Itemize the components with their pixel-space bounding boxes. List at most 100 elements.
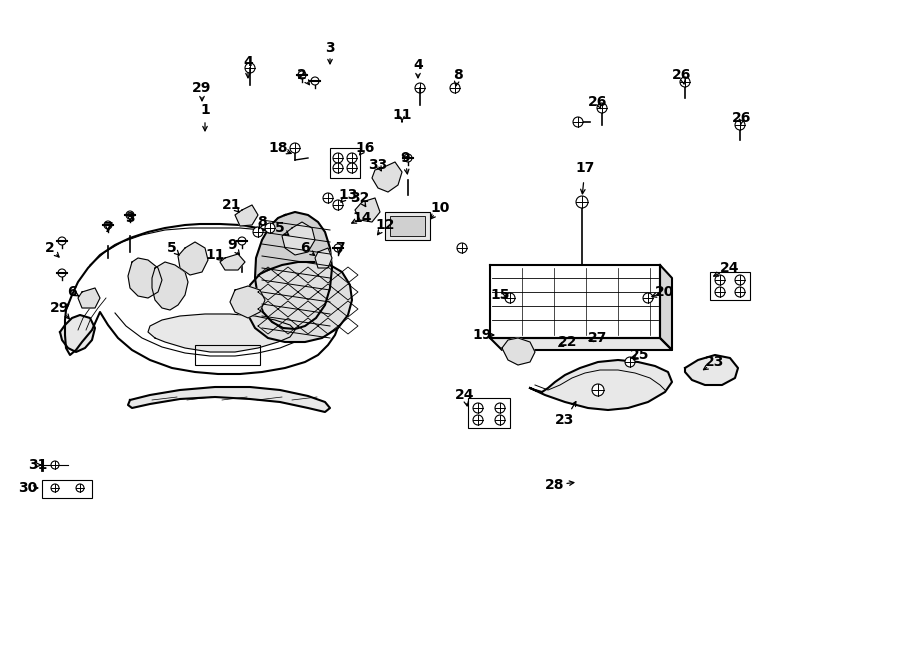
Circle shape xyxy=(505,293,515,303)
Polygon shape xyxy=(355,198,380,222)
Text: 26: 26 xyxy=(672,68,692,82)
Polygon shape xyxy=(246,262,352,342)
Circle shape xyxy=(290,143,300,153)
Circle shape xyxy=(735,120,745,130)
Text: 8: 8 xyxy=(257,215,267,229)
Circle shape xyxy=(715,275,725,285)
Text: 29: 29 xyxy=(193,81,212,95)
Polygon shape xyxy=(235,205,258,226)
Text: 4: 4 xyxy=(413,58,423,72)
Polygon shape xyxy=(78,288,100,308)
Circle shape xyxy=(680,77,690,87)
Text: 8: 8 xyxy=(453,68,463,82)
Circle shape xyxy=(333,153,343,163)
Circle shape xyxy=(457,243,467,253)
Circle shape xyxy=(473,415,483,425)
Text: 33: 33 xyxy=(368,158,388,172)
Polygon shape xyxy=(65,224,342,374)
Circle shape xyxy=(715,287,725,297)
Polygon shape xyxy=(530,360,672,410)
Text: 18: 18 xyxy=(268,141,288,155)
Text: 3: 3 xyxy=(125,211,135,225)
Polygon shape xyxy=(148,314,295,352)
Circle shape xyxy=(333,200,343,210)
Polygon shape xyxy=(128,387,330,412)
Polygon shape xyxy=(490,265,660,338)
Text: 25: 25 xyxy=(630,348,650,362)
Polygon shape xyxy=(282,222,315,255)
Polygon shape xyxy=(220,254,245,270)
Text: 26: 26 xyxy=(733,111,751,125)
Circle shape xyxy=(76,484,84,492)
Polygon shape xyxy=(490,338,672,350)
Circle shape xyxy=(238,237,246,245)
Circle shape xyxy=(245,63,255,73)
Text: 17: 17 xyxy=(575,161,595,175)
Text: 26: 26 xyxy=(589,95,608,109)
Circle shape xyxy=(298,71,306,79)
Text: 9: 9 xyxy=(400,151,410,165)
Text: 2: 2 xyxy=(45,241,55,255)
Circle shape xyxy=(265,223,275,233)
Circle shape xyxy=(643,293,653,303)
Text: 7: 7 xyxy=(335,241,345,255)
Text: 24: 24 xyxy=(455,388,475,402)
Text: 6: 6 xyxy=(68,285,76,299)
Text: 1: 1 xyxy=(200,103,210,117)
Text: 11: 11 xyxy=(392,108,412,122)
Polygon shape xyxy=(372,162,402,192)
Circle shape xyxy=(347,163,357,173)
Circle shape xyxy=(58,237,66,245)
Text: 11: 11 xyxy=(205,248,225,262)
Circle shape xyxy=(625,357,635,367)
Circle shape xyxy=(104,221,112,229)
Text: 32: 32 xyxy=(350,191,370,205)
Text: 4: 4 xyxy=(243,55,253,69)
Circle shape xyxy=(334,244,342,252)
Polygon shape xyxy=(385,212,430,240)
Circle shape xyxy=(347,153,357,163)
Polygon shape xyxy=(152,262,188,310)
Text: 20: 20 xyxy=(655,285,675,299)
Polygon shape xyxy=(502,338,535,365)
Text: 27: 27 xyxy=(589,331,608,345)
Circle shape xyxy=(253,227,263,237)
Circle shape xyxy=(495,415,505,425)
Polygon shape xyxy=(660,265,672,350)
Text: 5: 5 xyxy=(275,221,285,235)
Circle shape xyxy=(126,211,134,219)
Text: 7: 7 xyxy=(104,221,112,235)
Text: 3: 3 xyxy=(325,41,335,55)
Text: 9: 9 xyxy=(227,238,237,252)
Text: 24: 24 xyxy=(720,261,740,275)
Circle shape xyxy=(473,403,483,413)
Polygon shape xyxy=(255,212,332,329)
Text: 19: 19 xyxy=(472,328,491,342)
Circle shape xyxy=(323,193,333,203)
Circle shape xyxy=(450,83,460,93)
Polygon shape xyxy=(685,355,738,385)
Circle shape xyxy=(58,269,66,277)
Circle shape xyxy=(735,275,745,285)
Polygon shape xyxy=(60,315,95,352)
Circle shape xyxy=(573,117,583,127)
Circle shape xyxy=(495,403,505,413)
Circle shape xyxy=(415,83,425,93)
Polygon shape xyxy=(315,248,332,268)
Text: 14: 14 xyxy=(352,211,372,225)
Circle shape xyxy=(333,163,343,173)
Text: 22: 22 xyxy=(558,335,578,349)
Circle shape xyxy=(735,287,745,297)
Circle shape xyxy=(404,154,412,162)
Text: 6: 6 xyxy=(301,241,310,255)
Text: 28: 28 xyxy=(545,478,565,492)
Text: 21: 21 xyxy=(222,198,242,212)
Text: 2: 2 xyxy=(297,68,307,82)
Circle shape xyxy=(597,103,607,113)
Text: 13: 13 xyxy=(338,188,357,202)
Polygon shape xyxy=(128,258,162,298)
Polygon shape xyxy=(178,242,208,275)
Circle shape xyxy=(51,484,59,492)
Polygon shape xyxy=(390,216,425,236)
Circle shape xyxy=(592,384,604,396)
